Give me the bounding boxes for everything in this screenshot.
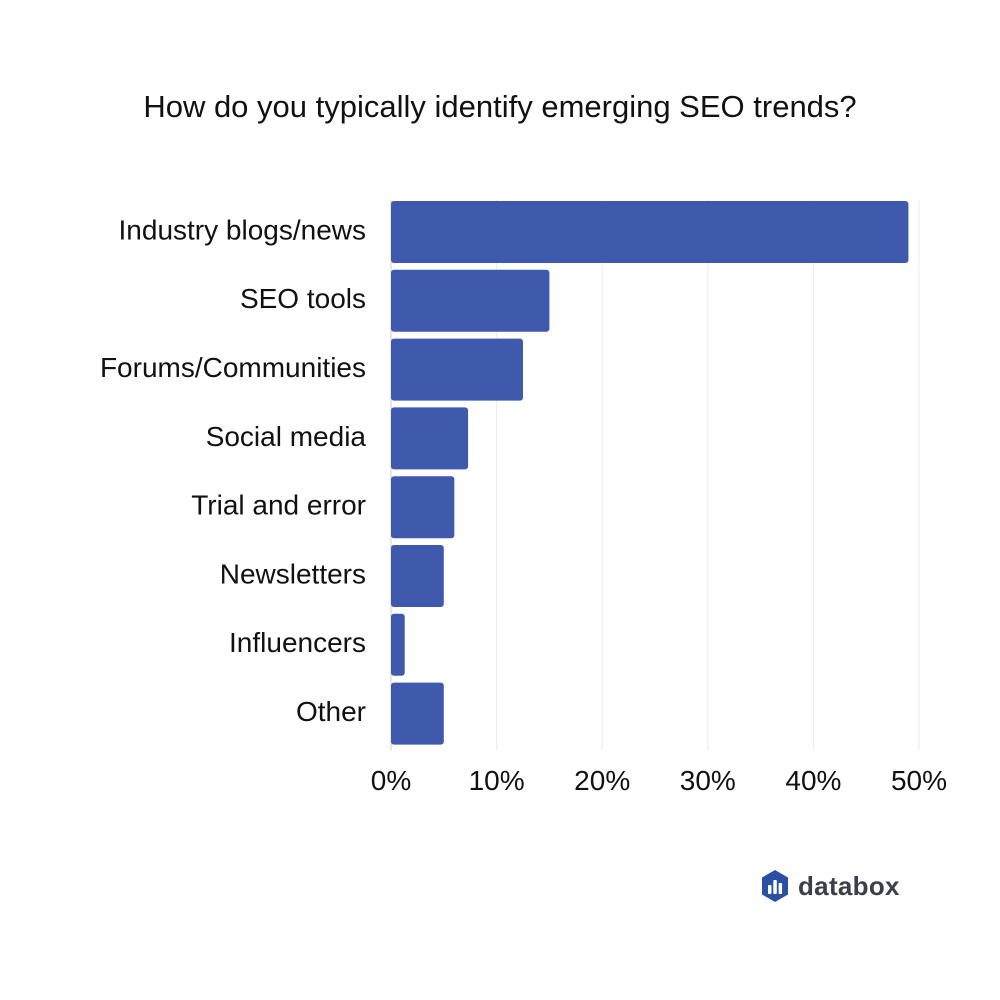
category-label: Other [296, 696, 366, 727]
category-labels: Industry blogs/news SEO tools Forums/Commu… [100, 214, 366, 727]
category-label: Industry blogs/news [119, 214, 366, 245]
x-tick-label: 30% [680, 765, 736, 796]
chart-title: How do you typically identify emerging S… [143, 89, 857, 124]
category-label: Trial and error [191, 490, 366, 521]
bar [391, 269, 550, 332]
bar [391, 545, 444, 607]
bar [391, 338, 523, 401]
x-tick-labels: 0% 10% 20% 30% 40% 50% [371, 765, 947, 796]
databox-wordmark: databox [798, 870, 900, 901]
x-tick-label: 40% [785, 765, 841, 796]
bar [391, 201, 909, 263]
x-tick-label: 10% [469, 765, 525, 796]
x-tick-label: 50% [891, 765, 947, 796]
x-tick-label: 20% [574, 765, 630, 796]
databox-logo-icon [762, 870, 788, 902]
bar [391, 407, 469, 470]
bar [391, 682, 444, 745]
bar [391, 613, 405, 676]
bar [391, 476, 455, 539]
category-label: Forums/Communities [100, 352, 366, 383]
x-tick-label: 0% [371, 765, 411, 796]
databox-logo: databox [760, 868, 900, 904]
category-label: Social media [206, 421, 367, 452]
category-label: Influencers [229, 627, 366, 658]
bars [391, 201, 909, 745]
category-label: SEO tools [240, 283, 366, 314]
category-label: Newsletters [220, 558, 366, 589]
